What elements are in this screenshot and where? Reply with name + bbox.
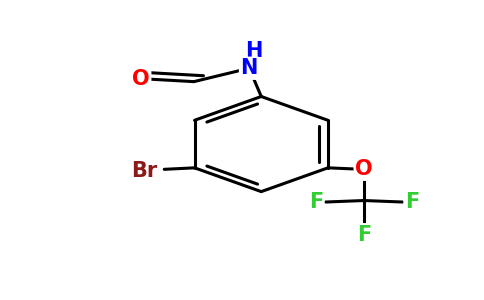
Text: Br: Br: [131, 161, 157, 181]
Text: N: N: [241, 58, 258, 78]
Text: O: O: [355, 159, 373, 179]
Text: H: H: [245, 41, 263, 61]
Text: F: F: [309, 192, 323, 212]
Text: F: F: [405, 192, 419, 212]
Text: F: F: [357, 225, 371, 245]
Text: O: O: [132, 69, 150, 89]
